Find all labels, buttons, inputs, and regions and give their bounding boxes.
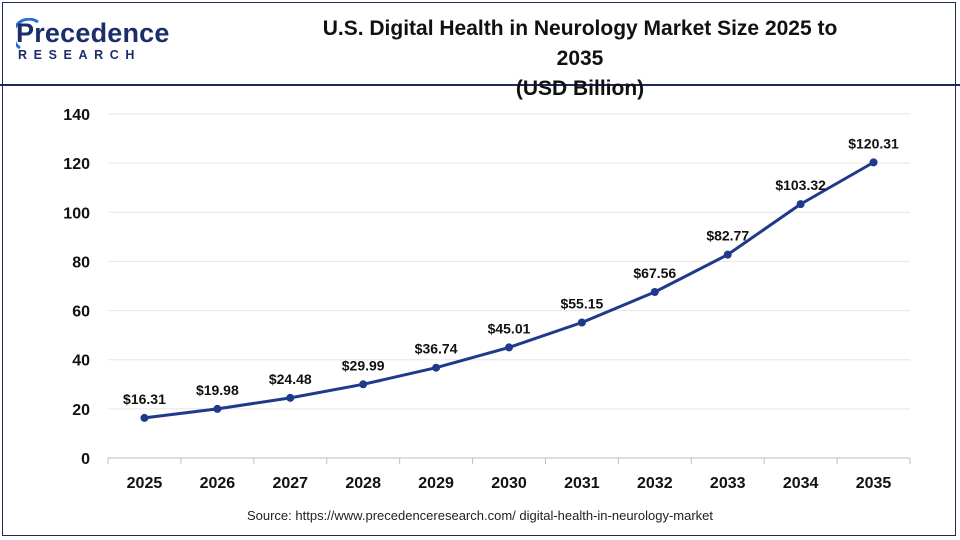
data-label: $16.31 [123, 391, 166, 407]
data-label: $29.99 [342, 357, 385, 373]
data-label: $67.56 [633, 265, 676, 281]
data-label: $19.98 [196, 382, 239, 398]
y-tick-label: 120 [63, 156, 90, 173]
data-point [723, 250, 732, 259]
logo-wordmark: Precedence [16, 18, 170, 48]
x-tick-label: 2032 [637, 475, 673, 492]
data-point [505, 343, 513, 352]
y-tick-label: 80 [72, 254, 90, 271]
data-label: $45.01 [488, 320, 531, 336]
logo-arc-icon [16, 18, 39, 50]
data-label: $103.32 [775, 177, 826, 193]
data-point [577, 318, 586, 327]
data-label: $36.74 [415, 341, 458, 357]
x-tick-label: 2030 [491, 475, 527, 492]
x-tick-label: 2025 [127, 475, 163, 492]
data-point [650, 287, 659, 296]
logo-subtitle: RESEARCH [18, 48, 141, 62]
data-label: $55.15 [560, 295, 603, 311]
chart-title-line1: U.S. Digital Health in Neurology Market … [322, 17, 838, 70]
y-tick-label: 60 [72, 304, 90, 321]
data-point [213, 404, 222, 413]
data-point [359, 380, 368, 389]
x-tick-label: 2027 [272, 475, 308, 492]
x-tick-label: 2028 [345, 475, 381, 492]
data-point [140, 413, 149, 422]
x-tick-label: 2035 [856, 475, 892, 492]
x-tick-label: 2026 [200, 475, 236, 492]
x-tick-label: 2031 [564, 475, 600, 492]
x-tick-label: 2033 [710, 475, 746, 492]
y-tick-label: 100 [63, 205, 90, 222]
brand-logo: Precedence RESEARCH [16, 18, 169, 66]
x-tick-label: 2029 [418, 475, 454, 492]
y-tick-label: 20 [72, 402, 90, 419]
y-tick-label: 140 [63, 107, 90, 124]
series-line [144, 161, 875, 420]
data-point [286, 393, 295, 402]
y-tick-label: 0 [81, 451, 90, 468]
data-label: $24.48 [269, 371, 312, 387]
source-note: Source: https://www.precedenceresearch.c… [246, 508, 714, 523]
data-point [432, 363, 441, 372]
header: Precedence RESEARCH U.S. Digital Health … [0, 0, 960, 100]
y-tick-label: 40 [72, 353, 90, 370]
chart-title: U.S. Digital Health in Neurology Market … [300, 14, 860, 104]
chart-title-line2: (USD Billion) [515, 77, 645, 100]
x-tick-label: 2034 [783, 475, 819, 492]
data-point [796, 200, 805, 209]
data-label: $120.31 [848, 135, 899, 151]
data-point [869, 158, 878, 167]
data-label: $82.77 [706, 228, 749, 244]
